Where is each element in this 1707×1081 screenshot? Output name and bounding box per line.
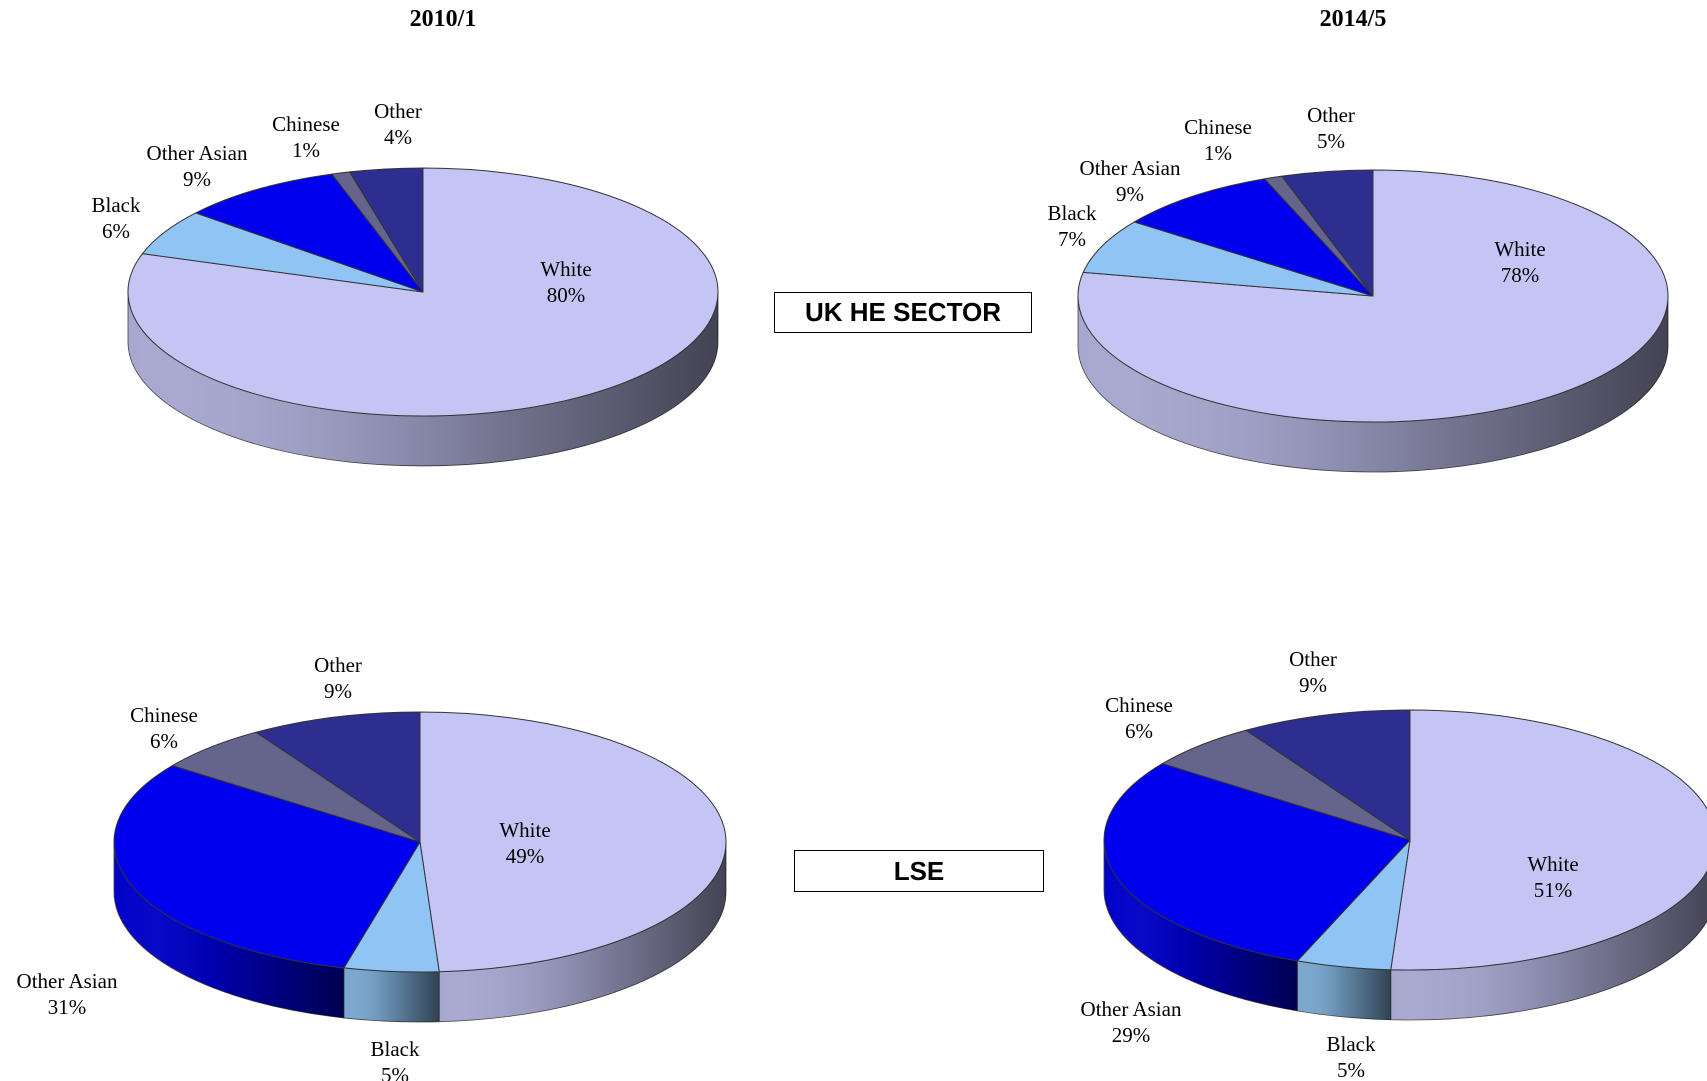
uk-he-sector-2010-1-label-other: Other 4%	[374, 99, 422, 149]
lse-2010-1-label-other-asian: Other Asian 31%	[17, 969, 118, 1019]
uk-he-sector-2014-5-label-other: Other 5%	[1307, 103, 1355, 153]
lse-2014-5-label-other: Other 9%	[1289, 647, 1337, 697]
uk-he-sector-2010-1-side-shade-white	[128, 292, 718, 466]
lse-2014-5-slice-other-asian	[1103, 763, 1411, 962]
lse-2014-5-label-white: White 51%	[1527, 852, 1578, 902]
lse-2010-1-slice-other	[255, 711, 421, 843]
lse-2010-1-side-shade-white	[439, 842, 726, 1022]
group-label-uk-he-sector: UK HE SECTOR	[774, 292, 1032, 333]
uk-he-sector-2014-5-label-white: White 78%	[1494, 237, 1545, 287]
lse-2014-5-side-shade-white	[1390, 871, 1707, 1020]
uk-he-sector-2014-5-slice-black	[1082, 221, 1374, 297]
lse-2010-1-side-shade-black	[343, 967, 440, 1023]
lse-2010-1-label-chinese: Chinese 6%	[130, 703, 198, 753]
lse-2014-5-side-shade-other-asian	[1104, 840, 1298, 1011]
uk-he-sector-2014-5-slice-other	[1281, 169, 1374, 297]
lse-2014-5-side-shade-black	[1297, 960, 1391, 1020]
uk-he-sector-2010-1-slice-other	[349, 167, 424, 293]
lse-2010-1-side-shade-other-asian	[114, 842, 344, 1018]
uk-he-sector-2014-5-label-black: Black 7%	[1048, 201, 1097, 251]
lse-2010-1-slice-white	[419, 711, 727, 973]
period-title-2014: 2014/5	[1319, 6, 1387, 32]
lse-2014-5-label-other-asian: Other Asian 29%	[1081, 997, 1182, 1047]
uk-he-sector-2010-1-label-chinese: Chinese 1%	[272, 112, 340, 162]
uk-he-sector-2014-5-label-chinese: Chinese 1%	[1184, 115, 1252, 165]
lse-2014-5-label-chinese: Chinese 6%	[1105, 693, 1173, 743]
uk-he-sector-2014-5-label-other-asian: Other Asian 9%	[1080, 156, 1181, 206]
lse-2014-5-slice-other	[1245, 709, 1411, 841]
uk-he-sector-2014-5-slice-other-asian	[1133, 178, 1374, 297]
lse-2010-1-slice-other-asian	[113, 765, 421, 969]
uk-he-sector-2010-1-label-black: Black 6%	[92, 193, 141, 243]
uk-he-sector-2014-5-slice-white	[1077, 169, 1669, 423]
uk-he-sector-2014-5-side-shade-white	[1078, 296, 1668, 472]
lse-2010-1-label-other: Other 9%	[314, 653, 362, 703]
group-label-lse: LSE	[794, 850, 1044, 892]
uk-he-sector-2010-1-slice-other-asian	[195, 173, 424, 293]
lse-2014-5-label-black: Black 5%	[1327, 1032, 1376, 1081]
uk-he-sector-2010-1-label-white: White 80%	[540, 257, 591, 307]
lse-2014-5-slice-white	[1390, 709, 1707, 971]
lse-2010-1-label-black: Black 5%	[371, 1037, 420, 1081]
lse-2010-1-label-white: White 49%	[499, 818, 550, 868]
uk-he-sector-2010-1-label-other-asian: Other Asian 9%	[147, 141, 248, 191]
period-title-2010: 2010/1	[409, 6, 477, 32]
